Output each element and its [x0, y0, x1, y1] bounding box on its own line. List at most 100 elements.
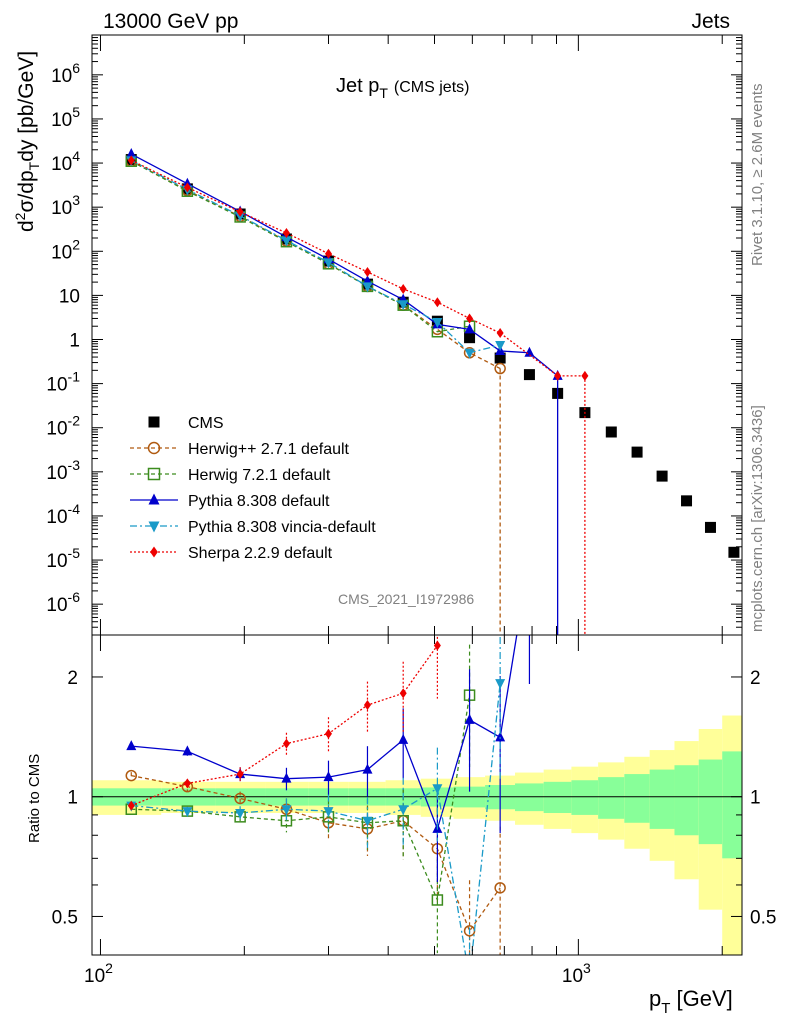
- y-tick-label: 104: [51, 148, 80, 175]
- y-tick-label: 106: [51, 60, 80, 87]
- cms-point: [605, 426, 617, 438]
- ratio-pythia-8-308-default-point: [281, 772, 292, 783]
- ratio-herwig-2-7-1-default-point: [494, 882, 506, 894]
- series-1: [125, 155, 506, 635]
- y-tick-label: 10: [59, 286, 80, 307]
- sherpa-2-2-9-default-point: [127, 155, 135, 166]
- pythia-8-308-vincia-default-point: [281, 236, 292, 247]
- ratio-sherpa-2-2-9-default-point: [183, 778, 191, 789]
- legend-herwig-7-2-1-default-marker: [147, 467, 161, 481]
- ratio-pythia-8-308-default-point: [126, 740, 137, 751]
- sherpa-2-2-9-default-point: [554, 370, 562, 381]
- ratio-pythia-8-308-vincia-default-point: [432, 784, 443, 795]
- x-tick-label: 103: [562, 960, 591, 987]
- ratio-band-inner: [698, 759, 723, 845]
- pythia-8-308-default-point: [464, 323, 475, 334]
- y-tick-label: 10-6: [46, 589, 80, 616]
- ratio-sherpa-2-2-9-default-point: [127, 800, 135, 811]
- ratio-pythia-8-308-default-point: [495, 731, 506, 742]
- ratio-pythia-8-308-vincia-default-point: [182, 807, 193, 818]
- pythia-8-308-vincia-default-point: [495, 341, 506, 352]
- cms-point: [494, 352, 506, 364]
- ratio-sherpa-2-2-9-default-point: [236, 769, 244, 780]
- plot-title-main: Jet p: [336, 75, 379, 97]
- ratio-band-inner: [649, 769, 675, 829]
- legend-pythia-8-308-vincia-default-marker: [148, 521, 160, 533]
- ratio-y-tick-label-right: 0.5: [750, 907, 776, 928]
- ratio-band-inner: [571, 780, 599, 815]
- ratio-pythia-8-308-vincia-default-point: [398, 805, 409, 816]
- sherpa-2-2-9-default-line: [130, 159, 585, 377]
- legend-herwig-2-7-1-default-marker: [147, 441, 161, 455]
- ratio-pythia-8-308-default-point: [362, 763, 373, 774]
- ratio-series-4: [127, 635, 441, 811]
- legend-pythia-8-308-default-marker: [148, 493, 160, 505]
- ratio-band-inner: [543, 781, 572, 814]
- ratio-sherpa-2-2-9-default-point: [363, 700, 371, 711]
- y-tick-label: 103: [51, 192, 80, 219]
- ratio-y-tick-label: 2: [67, 668, 78, 689]
- legend-sherpa-2-2-9-default-marker: [150, 546, 158, 558]
- ratio-y-tick-label-right: 1: [750, 788, 761, 809]
- legend-cms-marker: [148, 416, 160, 428]
- cms-point: [728, 546, 740, 558]
- legend-pythia-8-308-vincia-default-label: Pythia 8.308 vincia-default: [188, 519, 376, 536]
- sherpa-2-2-9-default-point: [433, 297, 441, 308]
- legend: CMS Herwig++ 2.7.1 default Herwig 7.2.1 de…: [130, 415, 376, 562]
- ratio-plot-frame: [91, 634, 743, 956]
- plot-title: Jet pT (CMS jets): [336, 75, 469, 101]
- ratio-pythia-8-308-default-point: [182, 745, 193, 756]
- y-tick-label: 10-3: [46, 457, 80, 484]
- series-5: [127, 155, 589, 635]
- cms-point: [523, 369, 535, 381]
- herwig-7-2-1-default-line: [130, 160, 470, 333]
- ratio-y-tick-label-right: 2: [750, 668, 761, 689]
- ratio-series-2: [126, 635, 531, 883]
- mcplots-reference-text: mcplots.cern.ch [arXiv:1306.3436]: [749, 405, 766, 632]
- ratio-band-inner: [674, 765, 699, 836]
- plot-title-sub: T: [379, 85, 388, 101]
- pythia-8-308-vincia-default-line: [130, 159, 501, 354]
- sherpa-2-2-9-default-point: [496, 328, 504, 339]
- ratio-herwig-2-7-1-default-point: [125, 769, 138, 782]
- sherpa-2-2-9-default-point: [581, 370, 589, 381]
- ratio-pythia-8-308-vincia-default-point: [323, 807, 334, 818]
- ratio-series-3: [126, 635, 506, 955]
- pythia-8-308-vincia-default-point: [464, 348, 475, 359]
- ratio-y-tick-label: 0.5: [52, 907, 78, 928]
- ratio-pythia-8-308-vincia-default-point: [495, 679, 506, 690]
- ratio-sherpa-2-2-9-default-point: [282, 738, 290, 749]
- x-axis-label: pT [GeV]: [649, 986, 733, 1017]
- ratio-pythia-8-308-vincia-default-point: [235, 809, 246, 820]
- legend-pythia-8-308-default-label: Pythia 8.308 default: [188, 493, 330, 510]
- herwig-2-7-1-default-point: [494, 362, 506, 375]
- sherpa-2-2-9-default-point: [183, 182, 191, 193]
- y-tick-label: 10-5: [46, 545, 80, 572]
- pythia-8-308-default-point: [126, 148, 137, 159]
- ratio-sherpa-2-2-9-default-point: [324, 728, 332, 739]
- ratio-sherpa-2-2-9-default-point: [433, 640, 441, 651]
- header-right-text: Jets: [691, 10, 730, 33]
- y-tick-label: 10-2: [46, 413, 80, 440]
- ratio-y-tick-label: 1: [67, 788, 78, 809]
- y-axis-label: d2σ/dpTdy [pb/GeV]: [12, 51, 42, 232]
- sherpa-2-2-9-default-point: [236, 206, 244, 217]
- legend-cms-label: CMS: [188, 415, 224, 432]
- legend-herwig-2-7-1-default-label: Herwig++ 2.7.1 default: [188, 441, 350, 458]
- ratio-y-axis-label: Ratio to CMS: [26, 754, 43, 843]
- legend-herwig-7-2-1-default-label: Herwig 7.2.1 default: [188, 467, 331, 484]
- ratio-pythia-8-308-default-point: [464, 713, 475, 724]
- ratio-herwig-7-2-1-default-point: [431, 894, 444, 906]
- series-4: [126, 156, 506, 359]
- pythia-8-308-vincia-default-point: [323, 258, 334, 269]
- sherpa-2-2-9-default-point: [466, 313, 474, 324]
- ratio-pythia-8-308-vincia-default-line: [131, 683, 501, 955]
- sherpa-2-2-9-default-point: [399, 283, 407, 294]
- ratio-pythia-8-308-vincia-default-point: [362, 816, 373, 827]
- ratio-band-inner: [515, 783, 544, 812]
- header-left-text: 13000 GeV pp: [103, 10, 238, 33]
- cms-point: [681, 495, 693, 507]
- ratio-herwig-2-7-1-default-point: [234, 792, 246, 805]
- pythia-8-308-default-line: [130, 153, 559, 377]
